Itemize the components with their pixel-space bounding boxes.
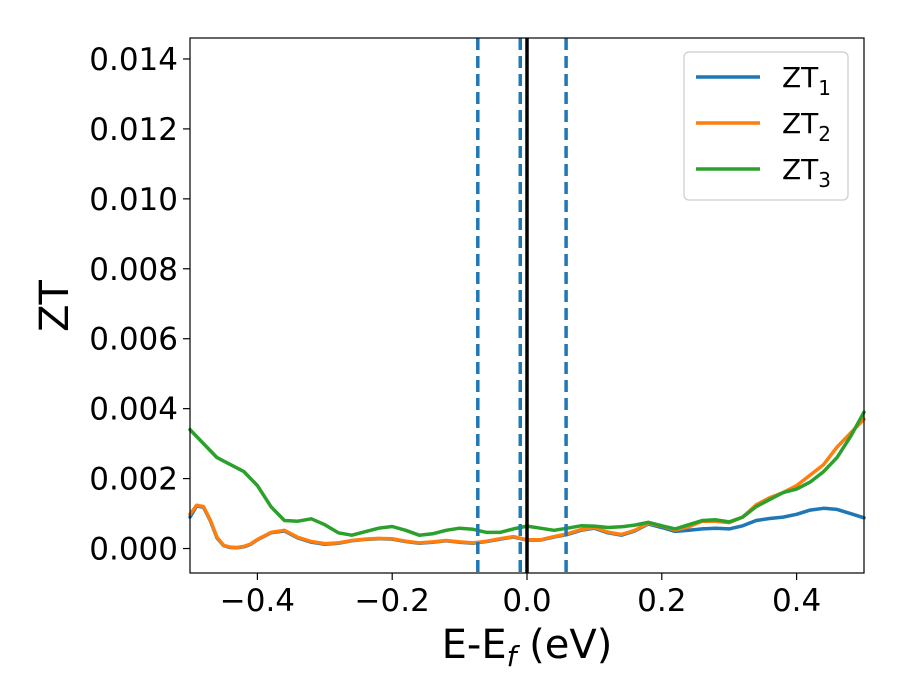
reference-lines xyxy=(476,38,568,573)
y-axis-ticks: 0.000 0.002 0.004 0.006 0.008 0.010 0.012 0.014 xyxy=(89,42,190,568)
x-axis-title-base: E-E xyxy=(442,622,507,668)
legend-label-subscript: 3 xyxy=(818,168,831,192)
legend-label-zt2: ZT2 xyxy=(782,107,831,146)
y-tick-label: 0.012 xyxy=(89,112,178,148)
x-axis-title-suffix: (eV) xyxy=(516,622,612,668)
y-tick-label: 0.010 xyxy=(89,182,178,218)
x-tick-label: −0.4 xyxy=(220,583,295,619)
legend-label-base: ZT xyxy=(782,107,819,140)
legend-label-base: ZT xyxy=(782,153,819,186)
legend-label-zt1: ZT1 xyxy=(782,61,831,100)
x-tick-label: 0.4 xyxy=(772,583,821,619)
legend-label-base: ZT xyxy=(782,61,819,94)
y-tick-label: 0.006 xyxy=(89,322,178,358)
y-tick-label: 0.014 xyxy=(89,42,178,78)
y-tick-label: 0.002 xyxy=(89,462,178,498)
x-tick-label: 0.0 xyxy=(502,583,551,619)
y-tick-label: 0.000 xyxy=(89,532,178,568)
legend-label-zt3: ZT3 xyxy=(782,153,831,192)
x-axis-title: E-Ef (eV) xyxy=(442,622,613,673)
legend-label-subscript: 2 xyxy=(818,122,831,146)
legend-box xyxy=(683,51,849,201)
x-tick-label: 0.2 xyxy=(637,583,686,619)
legend-label-subscript: 1 xyxy=(818,76,831,100)
y-tick-label: 0.004 xyxy=(89,392,178,428)
x-axis-ticks: −0.4 −0.2 0.0 0.2 0.4 xyxy=(220,573,821,619)
x-tick-label: −0.2 xyxy=(355,583,430,619)
y-tick-label: 0.008 xyxy=(89,252,178,288)
y-axis-title: ZT xyxy=(32,280,78,332)
